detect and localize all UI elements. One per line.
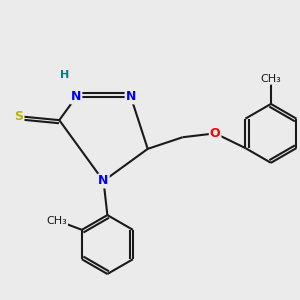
Text: H: H [60,70,69,80]
Text: CH₃: CH₃ [261,74,281,84]
Text: N: N [71,90,81,104]
Text: S: S [14,110,23,123]
Text: N: N [98,175,109,188]
Text: O: O [210,127,220,140]
Text: CH₃: CH₃ [47,215,68,226]
Text: N: N [126,90,136,104]
